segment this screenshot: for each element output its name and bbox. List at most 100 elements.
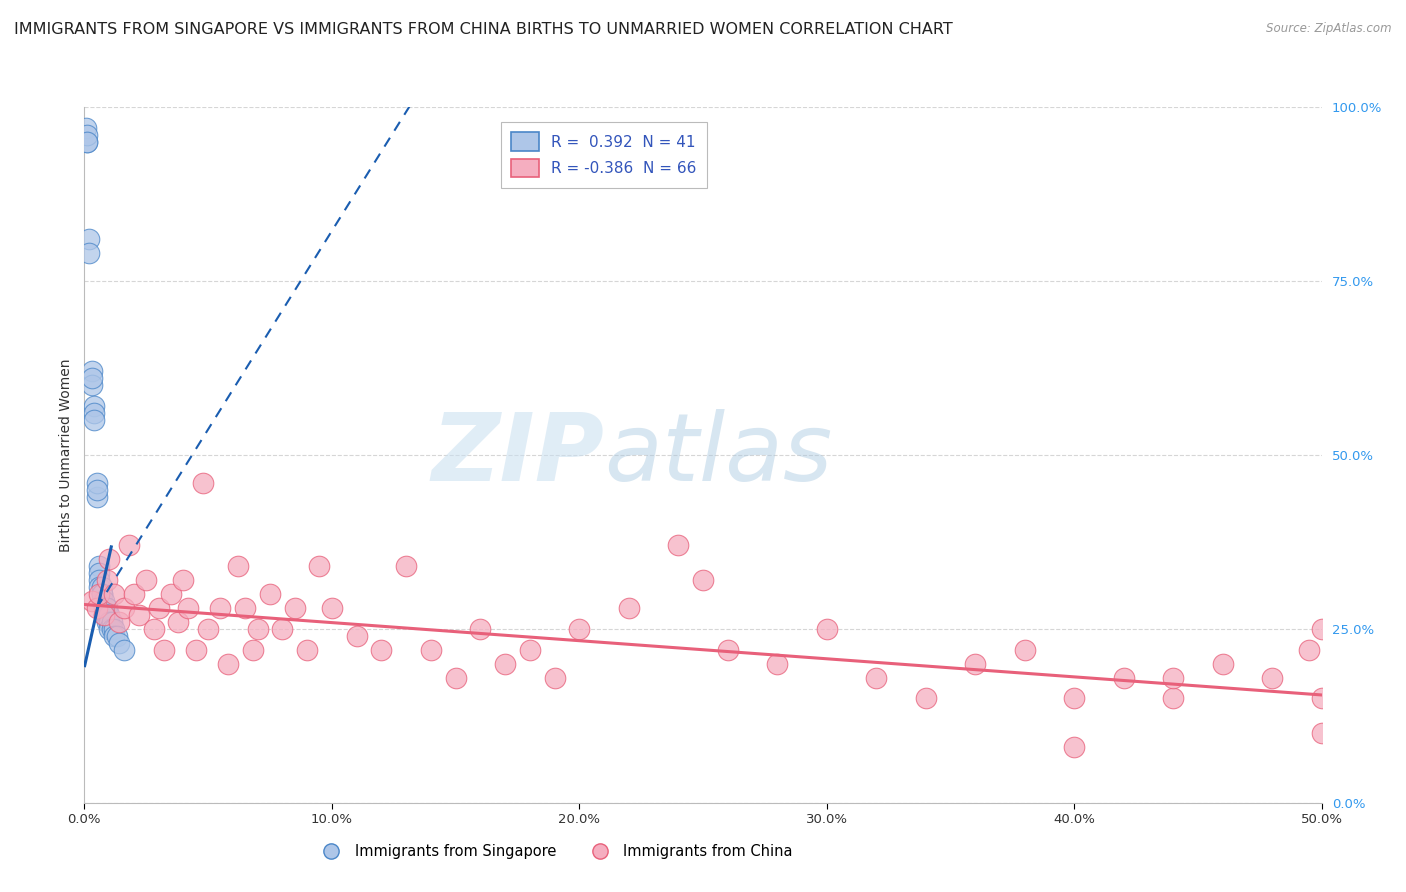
Point (617, 601, 640, 615)
Point (105, 629, 128, 643)
Point (96, 607, 118, 622)
Point (519, 642, 541, 657)
Point (96, 573, 118, 587)
Point (98, 615, 121, 629)
Text: ZIP: ZIP (432, 409, 605, 501)
Point (370, 642, 392, 657)
Point (148, 601, 170, 615)
Point (444, 671, 467, 685)
Point (766, 657, 789, 671)
Point (83, 406, 105, 420)
Text: Source: ZipAtlas.com: Source: ZipAtlas.com (1267, 22, 1392, 36)
Point (98, 607, 121, 622)
Point (1310, 726, 1333, 740)
Point (152, 642, 174, 657)
Point (308, 559, 330, 574)
Point (226, 559, 249, 574)
Point (96, 615, 118, 629)
Point (96, 601, 118, 615)
Point (184, 642, 207, 657)
Point (79, 246, 101, 260)
Point (93, 607, 115, 622)
Point (80, 378, 103, 392)
Point (89, 587, 111, 601)
Point (259, 587, 281, 601)
Point (295, 642, 318, 657)
Point (89, 566, 111, 581)
Point (90, 587, 112, 601)
Point (172, 573, 194, 587)
Point (692, 573, 714, 587)
Point (233, 601, 256, 615)
Point (142, 622, 165, 636)
Point (103, 587, 125, 601)
Point (76, 135, 98, 149)
Point (103, 629, 125, 643)
Point (543, 671, 565, 685)
Point (98, 622, 121, 636)
Text: IMMIGRANTS FROM SINGAPORE VS IMMIGRANTS FROM CHINA BIRTHS TO UNMARRIED WOMEN COR: IMMIGRANTS FROM SINGAPORE VS IMMIGRANTS … (14, 22, 953, 37)
Point (93, 594, 115, 608)
Point (470, 622, 492, 636)
Point (93, 601, 115, 615)
Point (815, 622, 838, 636)
Point (86, 490, 108, 504)
Point (76, 135, 98, 149)
Point (83, 413, 105, 427)
Point (89, 573, 111, 587)
Point (271, 622, 294, 636)
Point (217, 657, 239, 671)
Point (98, 552, 121, 566)
Point (1063, 740, 1085, 755)
Point (89, 580, 111, 594)
Point (118, 538, 141, 552)
Point (108, 636, 131, 650)
Point (103, 622, 125, 636)
Point (90, 587, 112, 601)
Point (90, 580, 112, 594)
Point (93, 607, 115, 622)
Point (122, 587, 145, 601)
Point (1261, 671, 1284, 685)
Point (112, 601, 135, 615)
Point (86, 483, 108, 497)
Point (96, 601, 118, 615)
Point (914, 691, 936, 706)
Point (128, 607, 150, 622)
Point (80, 371, 103, 385)
Point (717, 642, 740, 657)
Point (1310, 622, 1333, 636)
Point (197, 622, 219, 636)
Point (167, 615, 190, 629)
Point (1161, 691, 1184, 706)
Point (346, 629, 368, 643)
Point (965, 657, 987, 671)
Point (89, 559, 111, 574)
Point (75, 120, 97, 135)
Point (865, 671, 887, 685)
Point (100, 615, 122, 629)
Point (1161, 671, 1184, 685)
Point (1310, 691, 1333, 706)
Point (80, 364, 103, 378)
Point (666, 538, 689, 552)
Point (1112, 671, 1135, 685)
Point (160, 587, 183, 601)
Point (246, 622, 269, 636)
Point (112, 642, 135, 657)
Point (321, 601, 343, 615)
Point (1298, 642, 1320, 657)
Point (86, 475, 108, 490)
Point (83, 399, 105, 413)
Point (395, 559, 418, 574)
Point (1212, 657, 1234, 671)
Point (284, 601, 307, 615)
Point (191, 475, 214, 490)
Point (1014, 642, 1036, 657)
Point (80, 594, 103, 608)
Point (419, 642, 441, 657)
Point (108, 615, 131, 629)
Point (242, 642, 264, 657)
Point (209, 601, 232, 615)
Point (86, 601, 108, 615)
